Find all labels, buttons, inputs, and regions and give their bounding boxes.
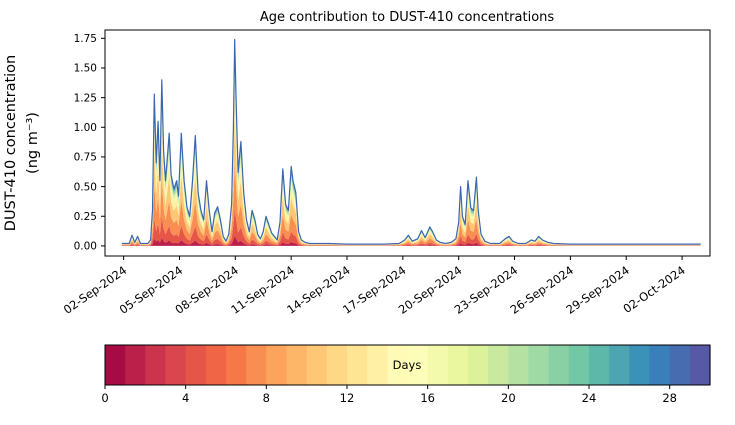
colorbar-segment — [306, 345, 328, 385]
plot-border — [104, 29, 711, 257]
colorbar-segment — [468, 345, 489, 385]
colorbar-segment — [488, 345, 509, 385]
colorbar-segment — [407, 345, 429, 385]
y-tick-label: 1.25 — [74, 92, 97, 104]
colorbar-segment — [326, 345, 348, 385]
chart-fill-layer — [105, 39, 711, 385]
colorbar-segment — [589, 345, 610, 385]
y-tick-label: 0.25 — [74, 211, 97, 223]
colorbar-tick-label: 4 — [182, 391, 189, 405]
colorbar-segment — [649, 345, 671, 385]
colorbar-segment — [568, 345, 590, 385]
age-band-area-0 — [121, 235, 701, 246]
colorbar-segment — [508, 345, 530, 385]
colorbar-tick-label: 8 — [263, 391, 270, 405]
colorbar-segment — [528, 345, 550, 385]
colorbar-tick-label: 0 — [101, 391, 108, 405]
colorbar-segment — [548, 345, 570, 385]
chart-title: Age contribution to DUST-410 concentrati… — [260, 10, 555, 25]
colorbar-tick-label: 16 — [420, 391, 435, 405]
colorbar-segment — [105, 345, 126, 385]
x-tick-label: 02-Oct-2024 — [620, 263, 687, 316]
colorbar-segment — [347, 345, 368, 385]
colorbar-segment — [185, 345, 207, 385]
colorbar-segment — [367, 345, 388, 385]
colorbar-segment — [205, 345, 227, 385]
y-tick-label: 0.00 — [74, 241, 97, 253]
colorbar-segment — [145, 345, 167, 385]
age-band-area-3 — [121, 117, 701, 246]
colorbar-segment — [165, 345, 187, 385]
colorbar-tick-label: 12 — [340, 391, 355, 405]
colorbar-segment — [447, 345, 469, 385]
colorbar-segment — [387, 345, 409, 385]
colorbar-segment — [427, 345, 449, 385]
colorbar-label: Days — [393, 358, 422, 372]
y-tick-label: 1.00 — [74, 122, 97, 134]
y-axis-label-line2: (ng m⁻³) — [25, 112, 41, 174]
total-concentration-line — [121, 38, 701, 245]
colorbar-tick-label: 28 — [662, 391, 677, 405]
colorbar-segment — [609, 345, 630, 385]
y-tick-label: 0.75 — [74, 152, 97, 164]
y-tick-label: 1.75 — [74, 33, 97, 45]
colorbar-segment — [125, 345, 146, 385]
colorbar-segment — [669, 345, 691, 385]
y-axis-label-line1: DUST-410 concentration — [3, 55, 19, 231]
colorbar-segment — [246, 345, 267, 385]
colorbar-tick-label: 24 — [582, 391, 597, 405]
colorbar-segment — [689, 345, 711, 385]
colorbar-outline — [104, 344, 711, 386]
colorbar-segment — [266, 345, 288, 385]
colorbar-tick-label: 20 — [501, 391, 516, 405]
colorbar-segment — [226, 345, 247, 385]
y-tick-label: 1.50 — [74, 63, 97, 75]
colorbar-segment — [629, 345, 651, 385]
colorbar-segment — [286, 345, 308, 385]
y-tick-label: 0.50 — [74, 181, 97, 193]
